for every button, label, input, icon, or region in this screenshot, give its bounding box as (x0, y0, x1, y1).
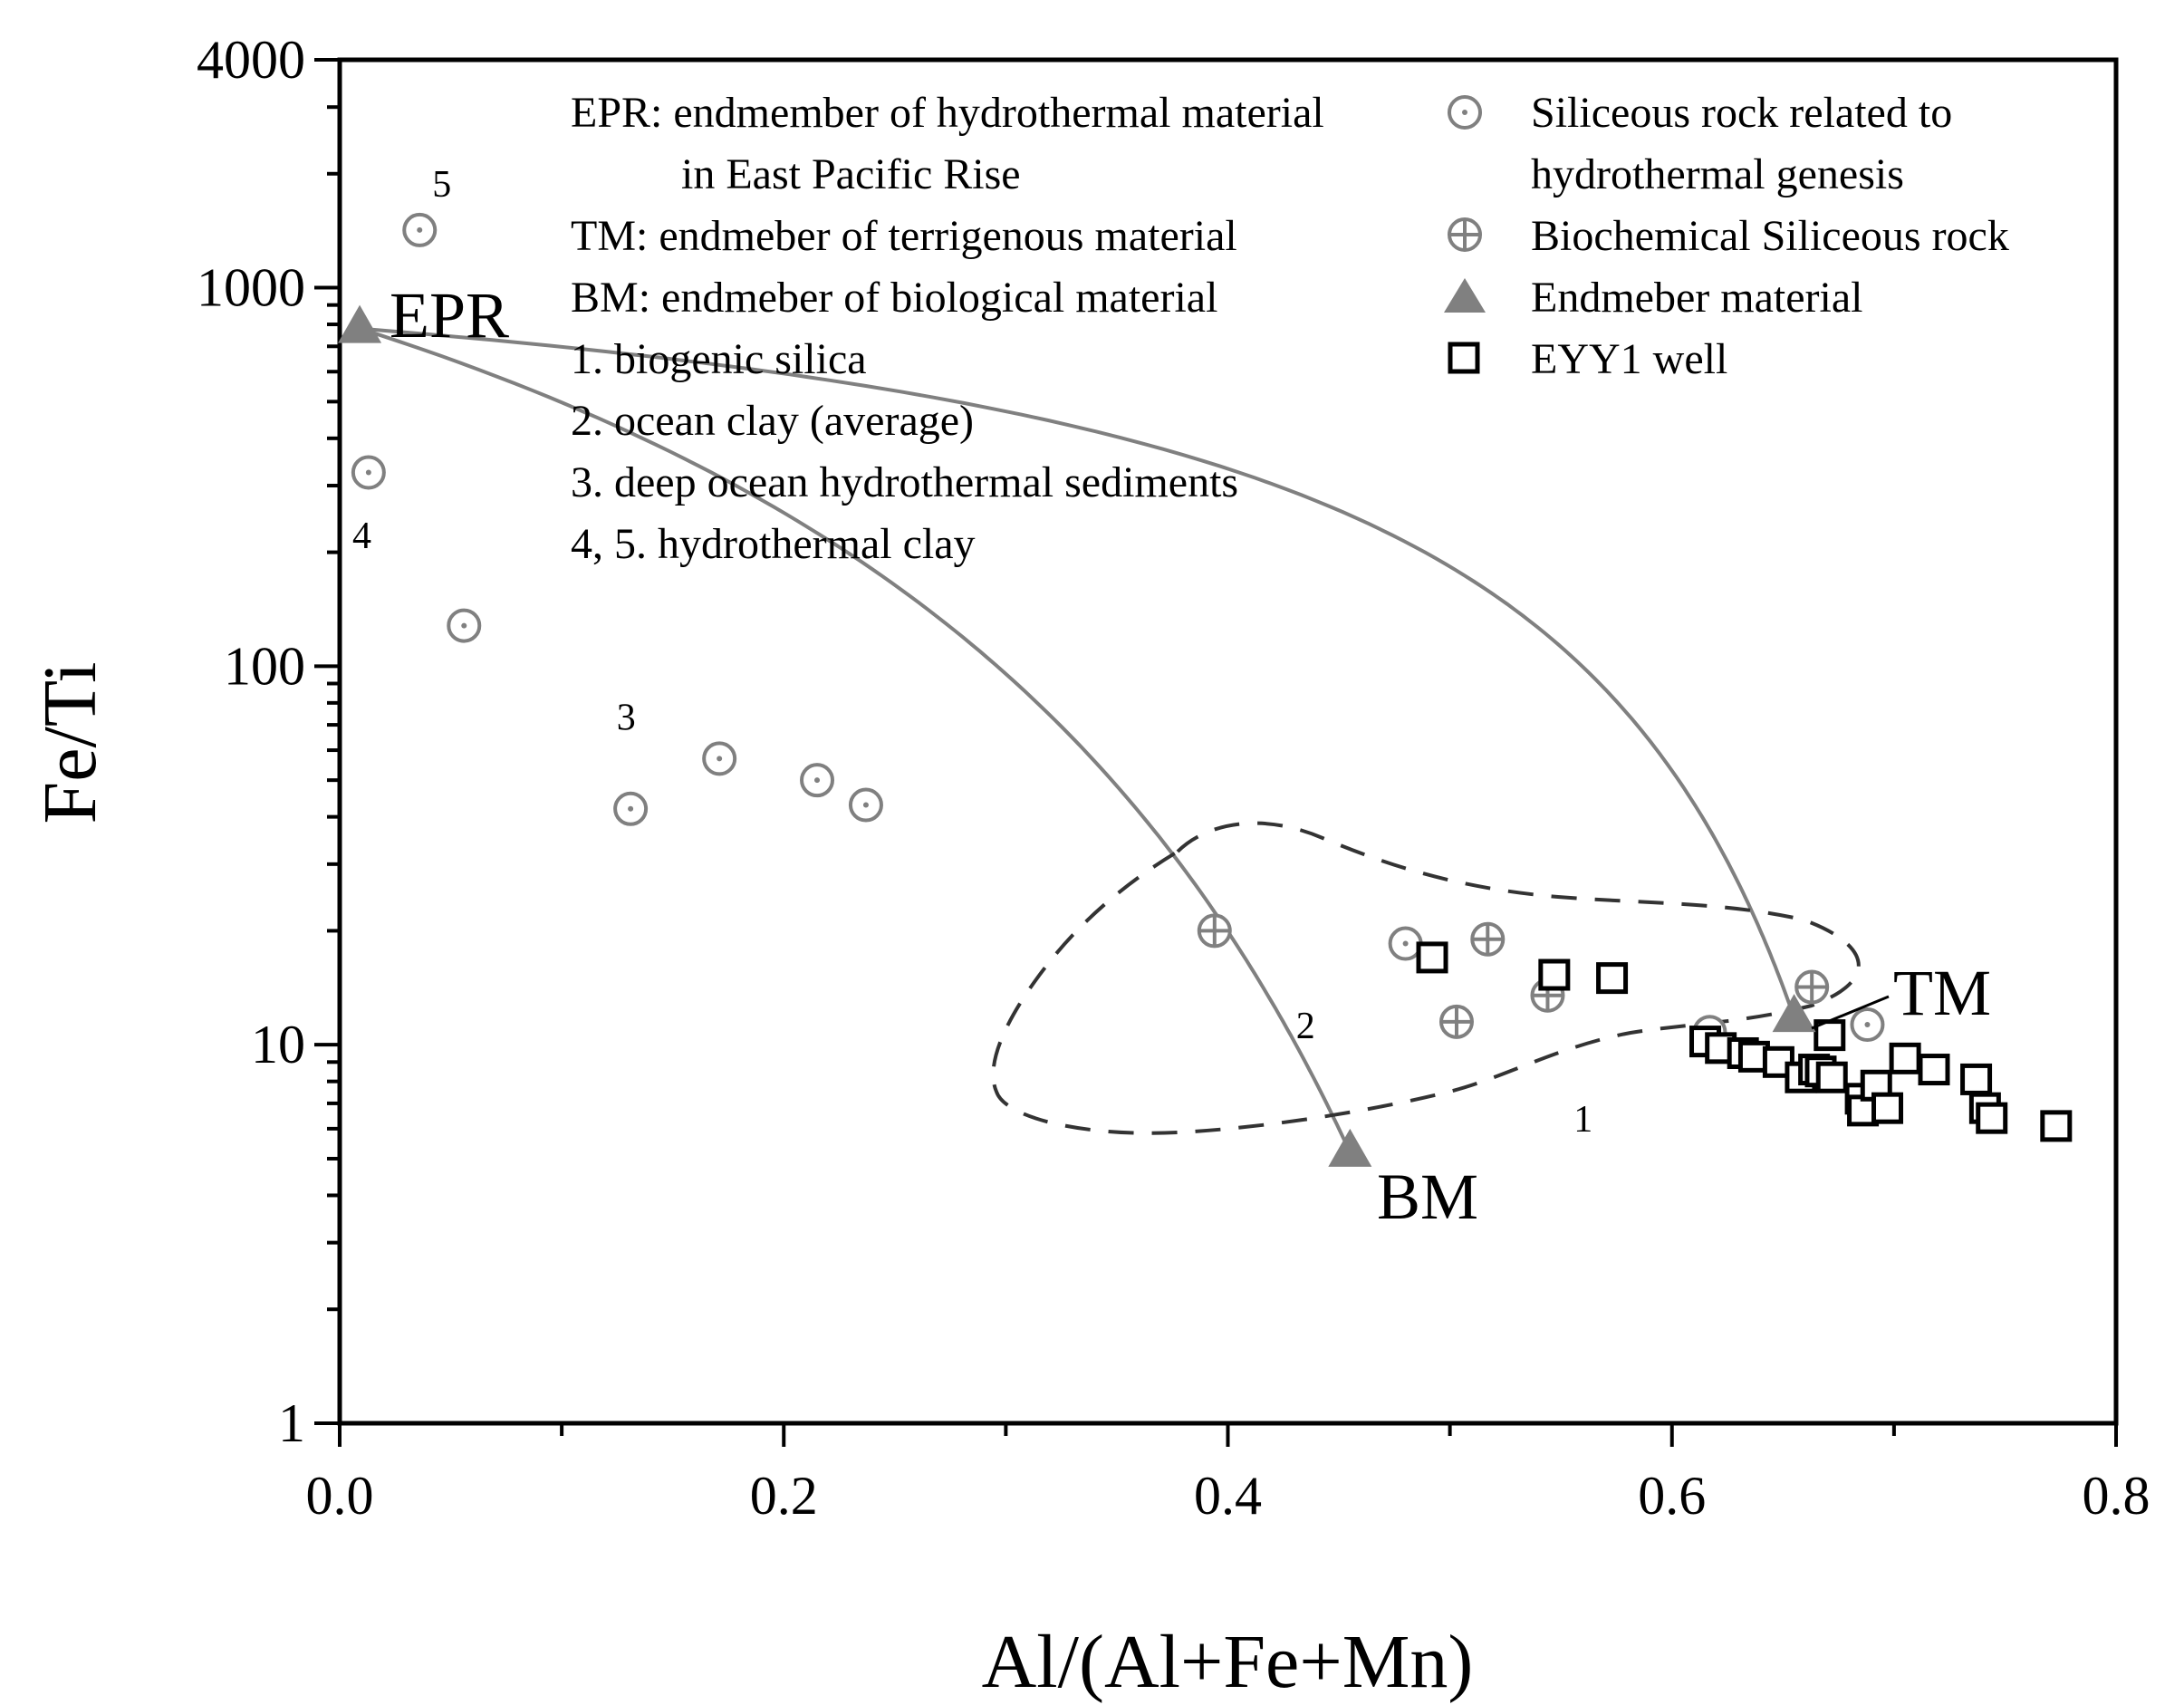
legend-line-2: 2. ocean clay (average) (571, 397, 974, 445)
region-label-2: 2 (1296, 1006, 1315, 1047)
legend-line-3: 3. deep ocean hydrothermal sediments (571, 458, 1238, 506)
hydro-point-dot (365, 469, 371, 476)
legend-line-epr: EPR: endmember of hydrothermal material (571, 89, 1324, 137)
eyy1-point (1960, 1063, 1993, 1095)
endmember-epr (338, 304, 382, 343)
legend-eyy1-symbol (1448, 342, 1480, 374)
hydro-point (702, 741, 737, 776)
y-axis-ticks: 1 10 100 1000 4000 (197, 30, 340, 1453)
eyy1-point (1416, 941, 1448, 974)
legend-hydro-symbol (1448, 95, 1482, 130)
region-labels: 1 2 3 4 5 (352, 164, 1592, 1141)
x-tick-label: 0.8 (2083, 1466, 2150, 1526)
legend-endmember-label: Endmeber material (1531, 274, 1863, 322)
bio-point (1794, 969, 1830, 1005)
endmember-tm (1772, 994, 1816, 1033)
hydro-point (351, 455, 386, 490)
axes: 0.0 0.2 0.4 0.6 0.8 1 10 100 1000 4000 Al/(Al+Fe… (28, 30, 2150, 1704)
region-label-1: 1 (1573, 1099, 1592, 1141)
hydro-point-dot (1864, 1022, 1871, 1028)
legend-eyy1-label: EYY1 well (1531, 335, 1727, 383)
legend-symbols: Siliceous rock related to hydrothermal g… (1444, 89, 2009, 383)
plot-frame (337, 57, 2119, 1426)
ocean-clay-region (991, 821, 1861, 1135)
legend-bio-symbol (1448, 217, 1482, 252)
epr-label: EPR (390, 279, 509, 352)
hydro-point-dot (417, 226, 423, 233)
endmember-labels: EPR TM BM (390, 279, 1991, 1233)
legend-hydro-label: Siliceous rock related to (1531, 89, 1952, 137)
endmember-points (338, 304, 1816, 1167)
hydro-point (1388, 926, 1423, 961)
hydro-point (447, 608, 482, 643)
legend-line-45: 4, 5. hydrothermal clay (571, 520, 976, 568)
data-points (351, 212, 2073, 1142)
hydro-point-dot (461, 622, 467, 629)
hydro-point-dot (814, 777, 821, 784)
eyy1-point (1889, 1042, 1921, 1074)
eyy1-point (1815, 1061, 1848, 1093)
x-tick-label: 0.2 (750, 1466, 818, 1526)
x-tick-label: 0.6 (1638, 1466, 1706, 1526)
bm-label: BM (1377, 1161, 1478, 1233)
hydro-point (402, 212, 438, 247)
region-label-4: 4 (352, 515, 371, 557)
hydro-point (848, 787, 883, 823)
legend-text-block: EPR: endmember of hydrothermal material … (571, 89, 1324, 568)
bio-point (1438, 1004, 1474, 1039)
legend-line-tm: TM: endmeber of terrigenous material (571, 212, 1237, 260)
endmember-bm (1328, 1128, 1372, 1167)
hydro-point-dot (1402, 940, 1409, 947)
hydro-point (800, 763, 835, 798)
legend-endmember-symbol (1444, 278, 1486, 313)
y-tick-label: 1000 (197, 258, 305, 318)
y-tick-label: 10 (251, 1015, 305, 1074)
legend-hydro-label-2: hydrothermal genesis (1531, 150, 1904, 198)
eyy1-point (1976, 1102, 2008, 1134)
y-tick-label: 1 (278, 1393, 305, 1453)
ocean-clay-envelope (991, 821, 1861, 1135)
x-tick-label: 0.4 (1194, 1466, 1262, 1526)
eyy1-point (1538, 958, 1571, 991)
epr-bm-curve (359, 326, 1352, 1153)
tm-pointer (1811, 995, 1890, 1030)
eyy1-point (1918, 1054, 1950, 1086)
hydro-point (613, 791, 649, 826)
eyy1-point (1871, 1092, 1904, 1124)
region-label-3: 3 (617, 697, 636, 738)
mixing-curves (359, 326, 1796, 1153)
y-axis-title: Fe/Ti (28, 661, 112, 824)
x-axis-title: Al/(Al+Fe+Mn) (982, 1620, 1474, 1704)
hydro-point (1850, 1007, 1885, 1043)
eyy1-point (2040, 1110, 2073, 1142)
x-tick-label: 0.0 (306, 1466, 374, 1526)
hydro-point-dot (717, 756, 723, 762)
hydro-point-dot (628, 805, 634, 812)
y-tick-label: 4000 (197, 30, 305, 90)
bio-point (1197, 913, 1232, 949)
legend-line-bm: BM: endmeber of biological material (571, 274, 1217, 322)
bio-point (1470, 921, 1506, 957)
legend-line-1: 1. biogenic silica (571, 335, 867, 383)
hydro-point-dot (862, 802, 869, 808)
y-tick-label: 100 (224, 636, 305, 696)
eyy1-point (1596, 962, 1629, 995)
tm-label: TM (1893, 957, 1991, 1029)
legend-line-epr-2: in East Pacific Rise (681, 150, 1021, 198)
legend-bio-label: Biochemical Siliceous rock (1531, 212, 2009, 260)
region-label-5: 5 (432, 164, 451, 206)
epr-tm-curve (359, 326, 1796, 1018)
x-axis-ticks: 0.0 0.2 0.4 0.6 0.8 (306, 1423, 2150, 1526)
